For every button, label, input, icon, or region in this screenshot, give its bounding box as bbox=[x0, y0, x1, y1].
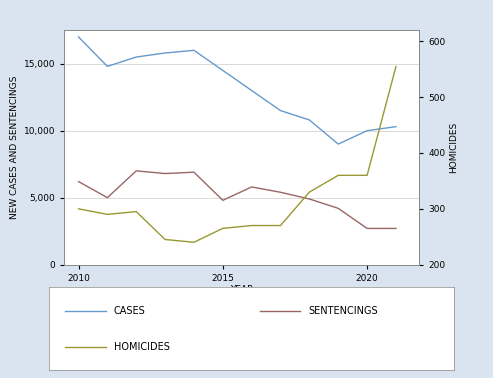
SENTENCINGS bbox=[248, 185, 254, 189]
HOMICIDES bbox=[307, 190, 313, 194]
Line: CASES: CASES bbox=[78, 37, 396, 144]
Line: SENTENCINGS: SENTENCINGS bbox=[78, 171, 396, 228]
SENTENCINGS bbox=[133, 169, 139, 173]
CASES bbox=[307, 118, 313, 122]
SENTENCINGS bbox=[278, 190, 283, 195]
SENTENCINGS bbox=[364, 226, 370, 231]
SENTENCINGS bbox=[220, 198, 226, 203]
HOMICIDES bbox=[105, 212, 110, 217]
X-axis label: YEAR: YEAR bbox=[230, 285, 253, 294]
Y-axis label: NEW CASES AND SENTENCINGS: NEW CASES AND SENTENCINGS bbox=[10, 76, 19, 219]
Text: SENTENCINGS: SENTENCINGS bbox=[308, 305, 378, 316]
Y-axis label: HOMICIDES: HOMICIDES bbox=[450, 122, 458, 173]
SENTENCINGS bbox=[191, 170, 197, 175]
CASES bbox=[220, 68, 226, 73]
SENTENCINGS bbox=[162, 171, 168, 176]
SENTENCINGS bbox=[105, 195, 110, 200]
HOMICIDES bbox=[75, 206, 81, 211]
CASES bbox=[133, 55, 139, 59]
Text: CASES: CASES bbox=[114, 305, 146, 316]
CASES bbox=[393, 124, 399, 129]
HOMICIDES bbox=[278, 223, 283, 228]
CASES bbox=[105, 64, 110, 69]
CASES bbox=[364, 129, 370, 133]
SENTENCINGS bbox=[335, 206, 341, 211]
CASES bbox=[248, 88, 254, 93]
HOMICIDES bbox=[220, 226, 226, 231]
SENTENCINGS bbox=[393, 226, 399, 231]
HOMICIDES bbox=[248, 223, 254, 228]
Text: HOMICIDES: HOMICIDES bbox=[114, 342, 170, 352]
HOMICIDES bbox=[393, 64, 399, 69]
HOMICIDES bbox=[364, 173, 370, 178]
HOMICIDES bbox=[335, 173, 341, 178]
CASES bbox=[191, 48, 197, 53]
CASES bbox=[335, 142, 341, 146]
Line: HOMICIDES: HOMICIDES bbox=[78, 67, 396, 242]
SENTENCINGS bbox=[307, 197, 313, 201]
HOMICIDES bbox=[162, 237, 168, 242]
HOMICIDES bbox=[191, 240, 197, 245]
CASES bbox=[75, 35, 81, 39]
HOMICIDES bbox=[133, 209, 139, 214]
CASES bbox=[278, 108, 283, 113]
CASES bbox=[162, 51, 168, 55]
SENTENCINGS bbox=[75, 179, 81, 184]
